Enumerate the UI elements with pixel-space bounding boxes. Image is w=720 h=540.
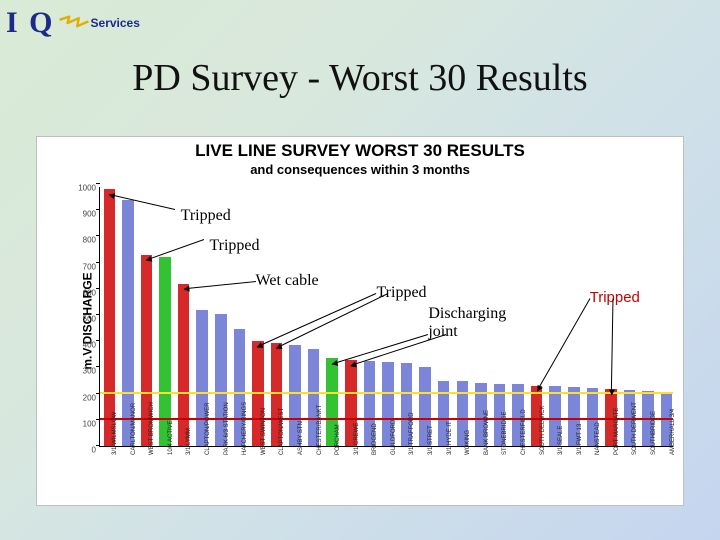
x-tick-label: 10/4 ACTIVE [168, 420, 174, 455]
y-tick-label: 400 [64, 341, 96, 350]
y-tick-label: 800 [64, 236, 96, 245]
chart-title: LIVE LINE SURVEY WORST 30 RESULTS [37, 141, 683, 161]
reference-line [100, 392, 673, 394]
chart-annotation: Wet cable [256, 272, 319, 290]
x-tick-label: ASHBY STN [298, 421, 304, 455]
chart-panel: LIVE LINE SURVEY WORST 30 RESULTS and co… [36, 136, 684, 506]
x-tick-label: HATCHERY/RINGS [242, 402, 248, 455]
x-tick-label: 3/1 TRAFFORD [409, 412, 415, 455]
x-tick-label: BRIDGEND [372, 423, 378, 455]
x-tick-label: SOUTH DERWENT [632, 402, 638, 455]
x-tick-label: 3/1 WILMSLOW [112, 412, 118, 455]
bars-layer [100, 187, 673, 446]
y-tick-label: 100 [64, 419, 96, 428]
logo: I Q Services [6, 6, 140, 40]
x-tick-label: NANSTEAD [595, 422, 601, 455]
x-tick-label: WOKING [465, 430, 471, 455]
x-tick-label: CLAPTON/POWER [205, 402, 211, 455]
chart-annotation: Discharging [428, 305, 506, 323]
y-tick-label: 1000 [64, 184, 96, 193]
x-tick-label: GUILDFORD [391, 420, 397, 455]
x-tick-label: 3/1 HYDE IT [447, 421, 453, 455]
x-tick-label: 3/1 LYMM [186, 428, 192, 455]
y-tick-label: 300 [64, 367, 96, 376]
x-tick-label: CARLTON/MANOR [131, 403, 137, 455]
x-tick-label: PORT MARGATE [614, 408, 620, 455]
lightning-icon [58, 13, 90, 33]
logo-services-text: Services [91, 16, 140, 30]
x-tick-label: 3/1 SEALE [558, 426, 564, 455]
bar [178, 284, 190, 446]
x-tick-label: PORCHAM [335, 424, 341, 455]
x-tick-label: AMBERHALL 3/4 [670, 409, 676, 455]
y-tick-label: 900 [64, 210, 96, 219]
x-tick-label: CHESTERFIELD [521, 409, 527, 455]
x-tick-label: CHESTER/BANKT [317, 405, 323, 455]
y-tick-label: 200 [64, 393, 96, 402]
x-tick-label: PARK 6/3 STATION [224, 402, 230, 455]
y-tick-label: 0 [64, 446, 96, 455]
x-tick-label: SOUTH DELWICK [540, 405, 546, 455]
x-tick-label: 3/1 STRET [428, 425, 434, 455]
chart-annotation: Tripped [181, 207, 231, 225]
x-tick-label: WEST BROMWICH [149, 402, 155, 455]
y-tick-label: 500 [64, 315, 96, 324]
y-tick-label: 700 [64, 262, 96, 271]
logo-iq-text: I Q [6, 6, 55, 40]
plot-area: 010020030040050060070080090010003/1 WILM… [99, 187, 673, 447]
bar [104, 189, 116, 446]
chart-annotation: Tripped [376, 284, 426, 302]
chart-subtitle: and consequences within 3 months [37, 162, 683, 177]
x-tick-label: CLAPTON/WEST [279, 408, 285, 455]
x-tick-label: 3/1 FWT 13 [577, 424, 583, 455]
x-tick-label: STONEBRIDGE [502, 411, 508, 455]
slide-title: PD Survey - Worst 30 Results [0, 56, 720, 100]
slide-root: I Q Services PD Survey - Worst 30 Result… [0, 0, 720, 540]
x-tick-label: BANK BROWNE [484, 410, 490, 455]
x-tick-label: WEST SWINTON [261, 408, 267, 455]
y-tick-label: 600 [64, 288, 96, 297]
chart-annotation: Tripped [209, 237, 259, 255]
x-tick-label: 3/1 CREWE [354, 423, 360, 455]
chart-annotation: Tripped [590, 289, 640, 306]
reference-line [100, 418, 673, 420]
x-tick-label: SOUTHBRIDGE [651, 411, 657, 455]
